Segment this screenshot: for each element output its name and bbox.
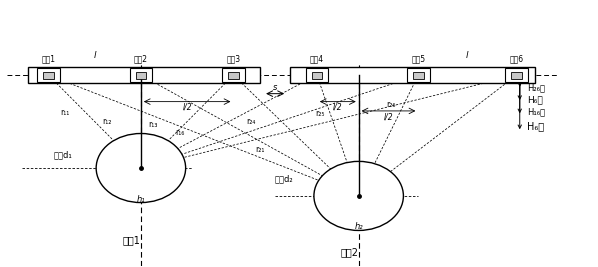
Text: r₁₂: r₁₂ (102, 117, 112, 126)
Text: r₂₄: r₂₄ (246, 117, 256, 126)
Text: l: l (466, 51, 468, 60)
Text: l/2: l/2 (182, 103, 192, 112)
Text: s: s (273, 83, 277, 92)
Bar (130, 68, 152, 82)
Text: 埋深d₁: 埋深d₁ (54, 150, 73, 159)
Text: r₂₆: r₂₆ (387, 100, 396, 109)
Ellipse shape (96, 134, 185, 203)
Text: h₂: h₂ (355, 222, 363, 231)
Text: r₁₆: r₁₆ (175, 128, 184, 137)
Text: H₆距: H₆距 (527, 121, 544, 131)
Text: 埋深d₂: 埋深d₂ (274, 174, 294, 183)
Text: 管道2: 管道2 (341, 247, 359, 257)
Bar (37, 68, 60, 82)
Bar (413, 72, 424, 78)
Text: h₁: h₁ (136, 195, 145, 205)
Bar (290, 67, 535, 83)
Bar (136, 72, 147, 78)
Text: 探头6: 探头6 (509, 54, 524, 63)
Text: r₁₁: r₁₁ (60, 108, 70, 117)
Text: 探头2: 探头2 (134, 54, 148, 63)
Bar (43, 72, 54, 78)
Text: 管道1: 管道1 (123, 235, 141, 245)
Text: l/2: l/2 (384, 112, 393, 121)
Bar (28, 67, 260, 83)
Bar (407, 68, 429, 82)
Text: r₁₃: r₁₃ (148, 120, 157, 129)
Text: H₁₆距: H₁₆距 (527, 108, 545, 117)
Text: H₆距: H₆距 (527, 96, 542, 105)
Text: H₂₆距: H₂₆距 (527, 84, 545, 93)
Text: r₂₁: r₂₁ (255, 145, 265, 154)
Text: l: l (94, 51, 96, 60)
Bar (312, 72, 322, 78)
Bar (505, 68, 528, 82)
Bar (222, 68, 245, 82)
Text: 探头3: 探头3 (226, 54, 240, 63)
Text: l/2: l/2 (333, 103, 343, 112)
Text: r₂₅: r₂₅ (315, 109, 325, 118)
Bar (511, 72, 522, 78)
Bar (306, 68, 328, 82)
Text: 探头1: 探头1 (41, 54, 56, 63)
Text: 探头4: 探头4 (310, 54, 324, 63)
Bar (228, 72, 239, 78)
Ellipse shape (314, 161, 404, 230)
Text: 探头5: 探头5 (411, 54, 425, 63)
